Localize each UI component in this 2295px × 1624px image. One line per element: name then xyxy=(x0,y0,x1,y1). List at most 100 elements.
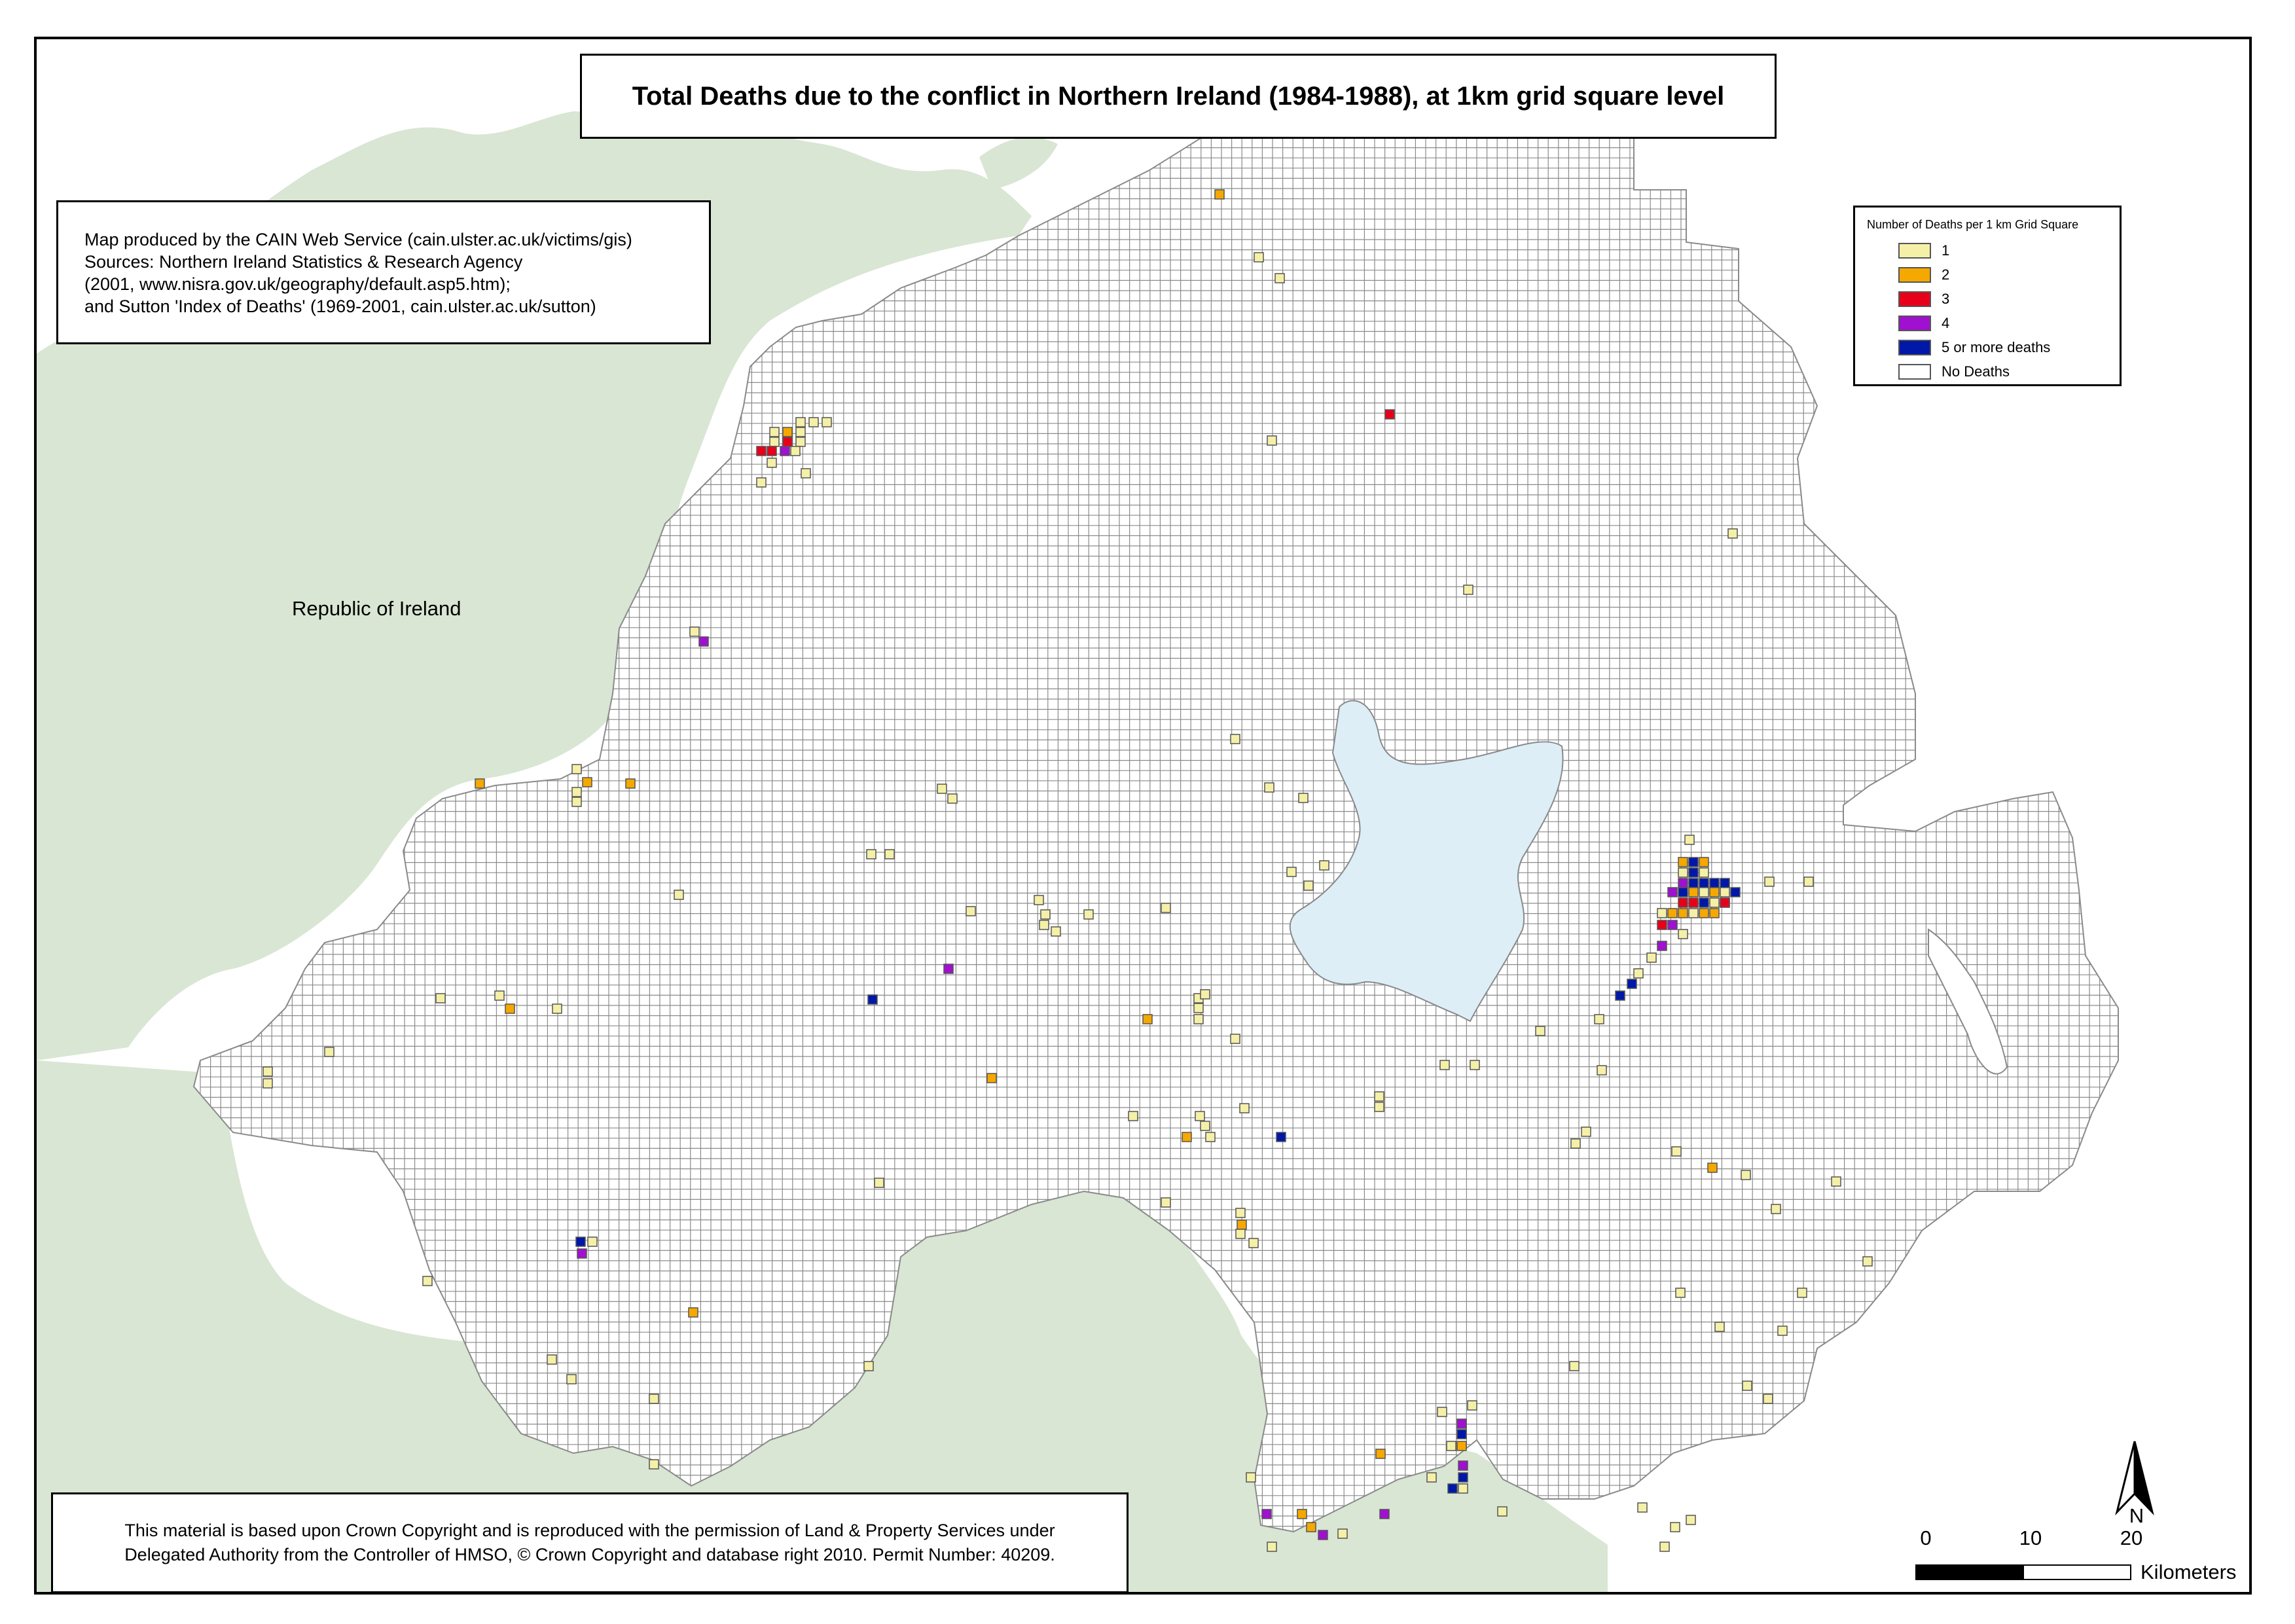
death-grid-cell[interactable] xyxy=(1699,908,1709,918)
death-grid-cell[interactable] xyxy=(986,1073,997,1083)
death-grid-cell[interactable] xyxy=(884,849,895,859)
death-grid-cell[interactable] xyxy=(782,427,793,437)
death-grid-cell[interactable] xyxy=(1709,908,1720,918)
death-grid-cell[interactable] xyxy=(1741,1170,1751,1180)
death-grid-cell[interactable] xyxy=(1235,1208,1246,1218)
death-grid-cell[interactable] xyxy=(1678,929,1688,939)
death-grid-cell[interactable] xyxy=(1193,1014,1204,1024)
death-grid-cell[interactable] xyxy=(689,626,700,637)
death-grid-cell[interactable] xyxy=(1470,1060,1480,1070)
death-grid-cell[interactable] xyxy=(1034,895,1044,905)
death-grid-cell[interactable] xyxy=(1709,897,1720,908)
death-grid-cell[interactable] xyxy=(1730,887,1741,897)
death-grid-cell[interactable] xyxy=(422,1276,433,1286)
death-grid-cell[interactable] xyxy=(1267,1542,1277,1552)
death-grid-cell[interactable] xyxy=(1714,1322,1725,1332)
death-grid-cell[interactable] xyxy=(1142,1014,1153,1024)
death-grid-cell[interactable] xyxy=(1374,1091,1384,1102)
death-grid-cell[interactable] xyxy=(1161,903,1171,913)
death-grid-cell[interactable] xyxy=(1447,1483,1458,1494)
death-grid-cell[interactable] xyxy=(1235,1229,1246,1239)
death-grid-cell[interactable] xyxy=(494,990,505,1001)
death-grid-cell[interactable] xyxy=(1597,1065,1607,1075)
death-grid-cell[interactable] xyxy=(1646,952,1657,963)
death-grid-cell[interactable] xyxy=(1763,1394,1773,1404)
death-grid-cell[interactable] xyxy=(1667,920,1678,930)
death-grid-cell[interactable] xyxy=(262,1078,273,1089)
death-grid-cell[interactable] xyxy=(1771,1204,1781,1214)
death-grid-cell[interactable] xyxy=(625,778,636,789)
death-grid-cell[interactable] xyxy=(1688,878,1699,888)
death-grid-cell[interactable] xyxy=(1720,897,1730,908)
death-grid-cell[interactable] xyxy=(1777,1326,1788,1336)
death-grid-cell[interactable] xyxy=(1678,867,1688,878)
death-grid-cell[interactable] xyxy=(795,417,806,427)
death-grid-cell[interactable] xyxy=(874,1178,884,1188)
death-grid-cell[interactable] xyxy=(571,764,582,774)
death-grid-cell[interactable] xyxy=(1458,1460,1468,1471)
death-grid-cell[interactable] xyxy=(1699,867,1709,878)
death-grid-cell[interactable] xyxy=(795,427,806,437)
death-grid-cell[interactable] xyxy=(769,437,780,447)
death-grid-cell[interactable] xyxy=(1261,1509,1272,1519)
death-grid-cell[interactable] xyxy=(937,784,947,794)
death-grid-cell[interactable] xyxy=(1803,876,1814,887)
death-grid-cell[interactable] xyxy=(1670,1522,1680,1532)
death-grid-cell[interactable] xyxy=(262,1066,273,1077)
death-grid-cell[interactable] xyxy=(1678,897,1688,908)
death-grid-cell[interactable] xyxy=(1456,1441,1467,1451)
death-grid-cell[interactable] xyxy=(1458,1483,1468,1494)
death-grid-cell[interactable] xyxy=(1276,1132,1286,1142)
death-grid-cell[interactable] xyxy=(966,906,976,916)
death-grid-cell[interactable] xyxy=(575,1236,586,1247)
death-grid-cell[interactable] xyxy=(1720,878,1730,888)
death-grid-cell[interactable] xyxy=(1306,1522,1316,1532)
death-grid-cell[interactable] xyxy=(1831,1176,1841,1187)
death-grid-cell[interactable] xyxy=(1678,908,1688,918)
death-grid-cell[interactable] xyxy=(1214,189,1225,200)
death-grid-cell[interactable] xyxy=(1657,920,1667,930)
death-grid-cell[interactable] xyxy=(1446,1441,1456,1451)
death-grid-cell[interactable] xyxy=(1699,857,1709,867)
death-grid-cell[interactable] xyxy=(587,1236,598,1247)
death-grid-cell[interactable] xyxy=(552,1003,562,1014)
death-grid-cell[interactable] xyxy=(698,636,709,647)
death-grid-cell[interactable] xyxy=(808,417,819,427)
death-grid-cell[interactable] xyxy=(1699,897,1709,908)
death-grid-cell[interactable] xyxy=(649,1394,659,1404)
death-grid-cell[interactable] xyxy=(1297,1509,1307,1519)
death-grid-cell[interactable] xyxy=(1569,1361,1580,1371)
death-grid-cell[interactable] xyxy=(1627,979,1637,989)
death-grid-cell[interactable] xyxy=(1379,1509,1390,1519)
death-grid-cell[interactable] xyxy=(582,777,592,787)
death-grid-cell[interactable] xyxy=(1456,1429,1467,1439)
death-grid-cell[interactable] xyxy=(1319,860,1329,871)
death-grid-cell[interactable] xyxy=(324,1047,334,1057)
death-grid-cell[interactable] xyxy=(1688,908,1699,918)
death-grid-cell[interactable] xyxy=(1688,857,1699,867)
death-grid-cell[interactable] xyxy=(1230,734,1240,744)
death-grid-cell[interactable] xyxy=(1667,887,1678,897)
death-grid-cell[interactable] xyxy=(1727,528,1738,539)
death-grid-cell[interactable] xyxy=(571,797,582,807)
death-grid-cell[interactable] xyxy=(943,964,954,974)
death-grid-cell[interactable] xyxy=(1657,908,1667,918)
death-grid-cell[interactable] xyxy=(1581,1127,1591,1137)
death-grid-cell[interactable] xyxy=(435,993,446,1003)
death-grid-cell[interactable] xyxy=(1264,782,1274,793)
death-grid-cell[interactable] xyxy=(1128,1111,1138,1121)
death-grid-cell[interactable] xyxy=(1298,793,1309,803)
death-grid-cell[interactable] xyxy=(1535,1026,1545,1036)
death-grid-cell[interactable] xyxy=(1686,1515,1696,1525)
death-grid-cell[interactable] xyxy=(1637,1502,1648,1513)
death-grid-cell[interactable] xyxy=(1384,409,1395,420)
death-grid-cell[interactable] xyxy=(867,994,878,1005)
death-grid-cell[interactable] xyxy=(1707,1163,1718,1173)
death-grid-cell[interactable] xyxy=(674,890,684,900)
death-grid-cell[interactable] xyxy=(1426,1472,1437,1483)
death-grid-cell[interactable] xyxy=(1709,878,1720,888)
death-grid-cell[interactable] xyxy=(1200,1121,1210,1131)
death-grid-cell[interactable] xyxy=(571,787,582,797)
death-grid-cell[interactable] xyxy=(1458,1472,1468,1483)
death-grid-cell[interactable] xyxy=(1467,1400,1477,1411)
